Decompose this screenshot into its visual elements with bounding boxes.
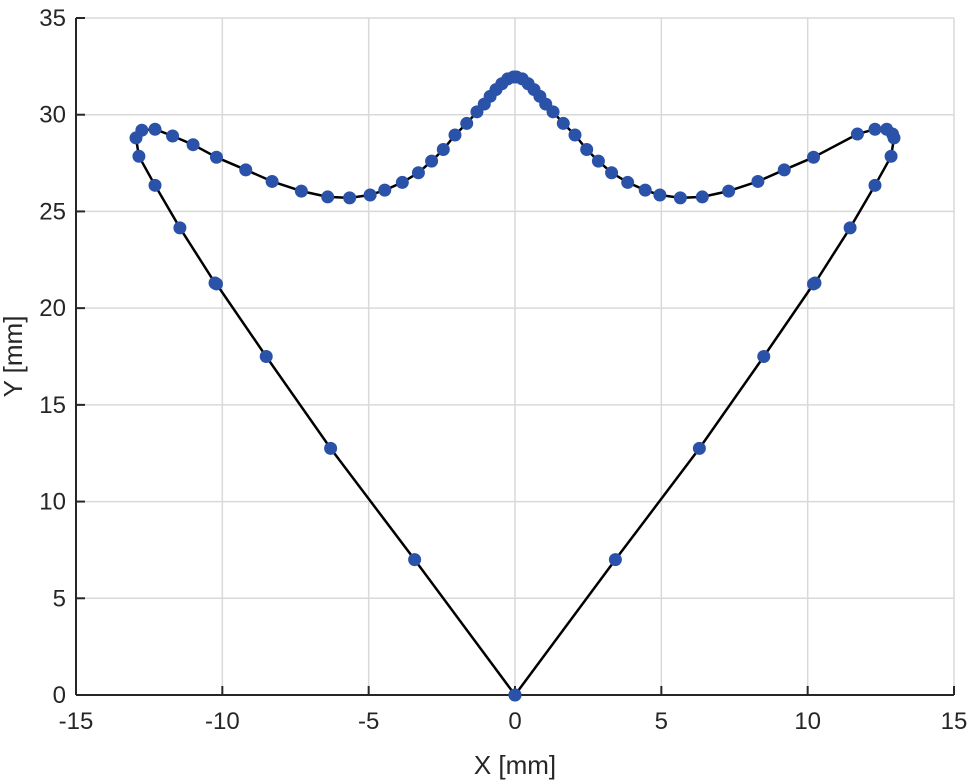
data-points [129, 70, 901, 702]
data-point [568, 128, 582, 142]
x-axis-label: X [mm] [474, 750, 556, 780]
data-point [129, 131, 143, 145]
x-tick-label: 15 [941, 708, 968, 735]
data-point [239, 163, 253, 177]
data-point [395, 175, 409, 189]
y-tick-label: 5 [53, 585, 66, 612]
data-point [408, 553, 422, 567]
y-tick-label: 15 [39, 392, 66, 419]
data-point [757, 350, 771, 363]
data-point [173, 221, 187, 235]
data-point [132, 149, 146, 163]
data-point [843, 221, 857, 235]
data-point [259, 350, 273, 363]
data-point [808, 276, 822, 290]
data-point [508, 688, 522, 702]
data-point [470, 105, 484, 119]
data-point [673, 191, 687, 205]
data-point [186, 138, 200, 152]
data-point [209, 277, 223, 291]
data-point [378, 183, 392, 197]
data-point [148, 178, 162, 192]
data-point [166, 129, 180, 143]
x-tick-label: 5 [655, 708, 668, 735]
y-tick-label: 25 [39, 198, 66, 225]
data-point [751, 174, 765, 188]
data-point [638, 183, 652, 197]
x-tick-label: 10 [794, 708, 821, 735]
x-tick-label: -10 [205, 708, 240, 735]
data-point [695, 190, 709, 204]
data-point [722, 184, 736, 198]
data-point [294, 184, 308, 198]
data-point [425, 154, 439, 168]
data-point [148, 122, 162, 136]
data-point [807, 150, 821, 164]
tick-labels: -15 -10 -5 0 5 10 15 0 5 10 15 20 25 30 35 [39, 5, 967, 735]
data-point [591, 154, 605, 168]
data-point [556, 116, 570, 130]
data-point [880, 122, 894, 136]
data-point [621, 175, 635, 189]
y-tick-label: 10 [39, 489, 66, 516]
data-point [608, 553, 622, 567]
data-point [884, 149, 898, 163]
x-tick-label: 0 [508, 708, 521, 735]
data-point [324, 441, 338, 455]
data-point [868, 178, 882, 192]
y-tick-label: 30 [39, 102, 66, 129]
data-point [448, 128, 462, 142]
data-point [265, 174, 279, 188]
data-point [343, 191, 357, 205]
data-point [363, 188, 377, 202]
y-tick-label: 0 [53, 682, 66, 709]
grid [75, 17, 955, 696]
data-point [777, 163, 791, 177]
data-point [653, 188, 667, 202]
data-point [850, 127, 864, 141]
y-axis-label: Y [mm] [0, 316, 28, 398]
y-tick-label: 35 [39, 5, 66, 32]
data-point [605, 166, 619, 180]
data-point [868, 122, 882, 136]
data-point [321, 190, 335, 204]
data-point [411, 166, 425, 180]
x-tick-label: -15 [59, 708, 94, 735]
data-point [580, 143, 594, 157]
y-tick-label: 20 [39, 295, 66, 322]
data-point [692, 441, 706, 455]
data-point [460, 116, 474, 130]
x-tick-label: -5 [358, 708, 379, 735]
data-point [209, 150, 223, 164]
data-point [436, 143, 450, 157]
